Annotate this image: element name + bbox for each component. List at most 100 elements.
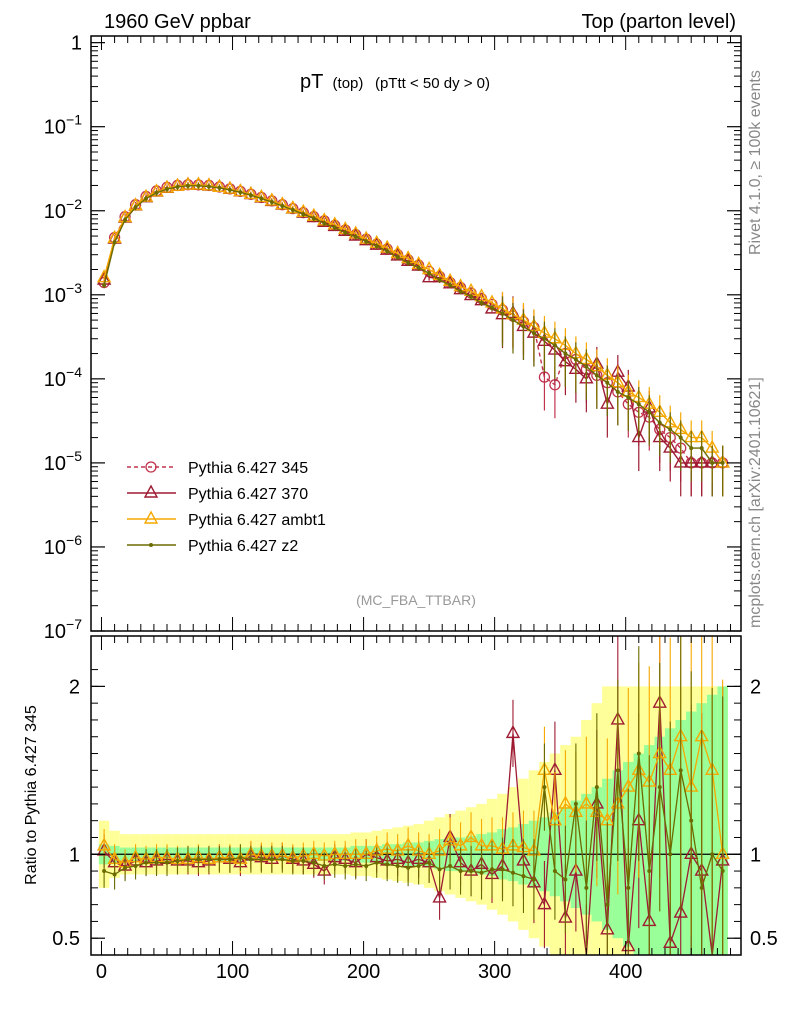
main-point (206, 184, 211, 189)
ratio-point (259, 857, 264, 862)
main-ticks: 110−110−210−310−410−510−610−7 (44, 33, 741, 643)
main-point (165, 187, 170, 192)
ratio-bands (91, 686, 741, 955)
main-series-line (103, 183, 723, 464)
main-point (222, 180, 238, 194)
ratio-point (710, 852, 715, 857)
main-point (615, 389, 620, 394)
ratio-point (123, 865, 128, 870)
ratio-point (699, 885, 704, 890)
main-point (720, 460, 725, 465)
main-point (144, 196, 149, 201)
ratio-point (521, 874, 526, 879)
main-point (594, 373, 599, 378)
ratio-point (374, 860, 379, 865)
watermark: (MC_FBA_TTBAR) (356, 592, 476, 608)
ratio-point (96, 837, 112, 851)
ratio-point (165, 860, 170, 865)
mcplots-label: mcplots.cern.ch [arXiv:2401.10621] (747, 377, 764, 628)
ratio-ytick-label-right: 1 (750, 844, 761, 866)
plot-title: pT (top) (pTtt < 50 dy > 0) (300, 71, 490, 93)
main-ytick-label-exp: −3 (66, 280, 82, 296)
main-point (201, 177, 217, 191)
ratio-point (584, 885, 589, 890)
main-ytick-label: 10−1 (44, 112, 82, 139)
main-point (584, 364, 589, 369)
main-point (175, 184, 180, 189)
main-series (96, 176, 730, 497)
main-point (542, 336, 547, 341)
main-series-line (103, 185, 723, 464)
header-right: Top (parton level) (581, 11, 736, 33)
legend-entry-1: Pythia 6.427 370 (127, 484, 308, 503)
main-point (668, 427, 673, 432)
ratio-point (469, 869, 474, 874)
main-point (243, 185, 259, 199)
main-point (479, 300, 484, 305)
ratio-ytick-label-right: 2 (750, 676, 761, 698)
ratio-point (343, 864, 348, 869)
main-ytick-label-exp: −4 (66, 364, 82, 380)
ratio-series (96, 636, 730, 956)
ratio-ytick-label-right: 0.5 (750, 928, 778, 950)
ratio-point (626, 885, 631, 890)
main-point (647, 410, 652, 415)
ratio-ytick-label: 1 (69, 844, 80, 866)
ratio-xtick-label: 200 (347, 961, 380, 983)
ratio-point (479, 870, 484, 875)
ratio-xtick-label: 400 (609, 961, 642, 983)
ratio-point (437, 867, 442, 872)
ratio-point (175, 858, 180, 863)
ratio-xtick-label: 0 (96, 961, 107, 983)
main-point (170, 177, 185, 191)
main-point (123, 217, 128, 222)
main-point (180, 176, 196, 190)
main-ytick-label-base: 10 (44, 201, 66, 223)
main-ytick-label-base: 10 (44, 621, 66, 643)
main-point (490, 305, 495, 310)
main-point (689, 446, 694, 451)
ratio-point (290, 858, 295, 863)
legend-entry-2: Pythia 6.427 ambt1 (127, 510, 326, 529)
main-ytick-label-base: 10 (44, 117, 66, 139)
main-point (421, 269, 437, 283)
main-point (369, 236, 384, 250)
main-point (343, 230, 348, 235)
legend-marker (143, 510, 159, 524)
ratio-point (689, 818, 694, 823)
ratio-point (311, 860, 316, 865)
ratio-point (322, 864, 327, 869)
main-point (416, 265, 421, 270)
main-point (269, 200, 274, 205)
main-point (238, 190, 243, 195)
ratio-point (510, 870, 515, 875)
main-point (385, 249, 390, 254)
main-point (353, 234, 358, 239)
main-series-line (103, 184, 724, 464)
plot-title-sub1: (top) (333, 75, 364, 92)
ratio-point (144, 860, 149, 865)
header-left: 1960 GeV ppbar (104, 11, 251, 33)
ratio-ylabel: Ratio to Pythia 6.427 345 (23, 705, 40, 885)
ratio-point (657, 785, 662, 790)
ratio-point (112, 872, 117, 877)
main-point (154, 190, 159, 195)
main-point (290, 208, 295, 213)
ratio-point (364, 864, 369, 869)
ratio-point (227, 857, 232, 862)
ratio-point (542, 785, 547, 790)
main-ytick-label: 10−2 (44, 196, 82, 223)
ratio-series-3 (102, 636, 725, 955)
ratio-point (448, 864, 453, 869)
ratio-point (531, 877, 536, 882)
ratio-point (463, 829, 479, 843)
ratio-point (332, 862, 337, 867)
main-point (521, 324, 526, 329)
main-series-3 (102, 183, 725, 497)
ratio-point (673, 904, 688, 918)
ratio-point (563, 877, 568, 882)
ratio-point (280, 857, 285, 862)
main-point (301, 212, 306, 217)
ratio-ytick-label: 0.5 (52, 928, 80, 950)
main-point (248, 193, 253, 198)
